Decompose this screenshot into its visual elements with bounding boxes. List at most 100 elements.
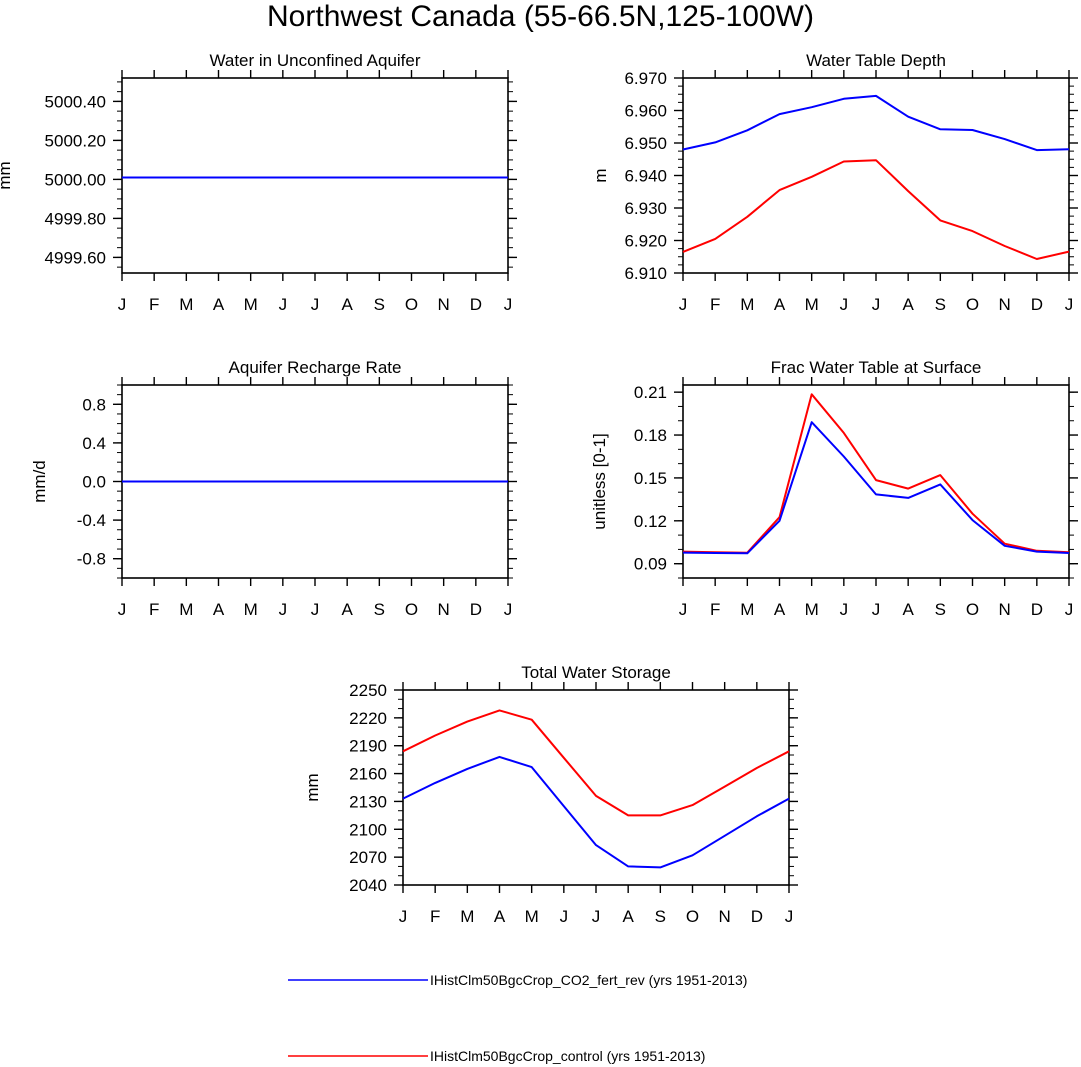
x-tick-label: F <box>149 600 159 619</box>
y-tick-label: 5000.40 <box>45 92 106 111</box>
series-line <box>682 421 1070 555</box>
x-tick-label: D <box>1031 600 1043 619</box>
y-tick-label: 6.930 <box>624 199 667 218</box>
x-tick-label: J <box>279 600 288 619</box>
x-tick-label: A <box>341 295 353 314</box>
y-tick-label: 6.940 <box>624 167 667 186</box>
y-tick-label: -0.4 <box>77 511 106 530</box>
x-tick-label: M <box>740 600 754 619</box>
y-tick-label: 6.970 <box>624 69 667 88</box>
legend-label-control: IHistClm50BgcCrop_control (yrs 1951-2013… <box>430 1048 705 1064</box>
y-tick-label: 4999.80 <box>45 209 106 228</box>
series-line <box>402 709 790 817</box>
y-tick-label: 0.09 <box>634 555 667 574</box>
panel-title: Water in Unconfined Aquifer <box>209 51 420 70</box>
plot-frame <box>121 77 509 274</box>
y-axis-label: mm <box>0 161 14 189</box>
x-tick-label: A <box>213 295 225 314</box>
series-line <box>682 159 1070 260</box>
series-line <box>402 755 790 869</box>
y-axis-label: mm/d <box>30 460 49 503</box>
legend: IHistClm50BgcCrop_CO2_fert_rev (yrs 1951… <box>288 972 747 1064</box>
x-tick-label: J <box>118 600 127 619</box>
y-tick-label: 6.920 <box>624 232 667 251</box>
panel-title: Aquifer Recharge Rate <box>229 358 402 377</box>
x-tick-label: J <box>840 600 849 619</box>
y-tick-label: 2190 <box>349 737 387 756</box>
x-tick-label: J <box>679 295 688 314</box>
y-tick-label: 2220 <box>349 709 387 728</box>
y-tick-label: 0.21 <box>634 383 667 402</box>
x-tick-label: J <box>504 600 513 619</box>
x-tick-label: J <box>1065 295 1074 314</box>
y-tick-label: 2160 <box>349 765 387 784</box>
x-tick-label: S <box>374 600 385 619</box>
x-tick-label: J <box>785 907 794 926</box>
x-tick-label: J <box>118 295 127 314</box>
x-tick-label: D <box>751 907 763 926</box>
x-tick-label: O <box>686 907 699 926</box>
x-tick-label: S <box>374 295 385 314</box>
x-tick-label: N <box>999 295 1011 314</box>
y-tick-label: 0.18 <box>634 426 667 445</box>
y-tick-label: 2100 <box>349 820 387 839</box>
plot-frame <box>402 689 790 886</box>
legend-label-co2-fert: IHistClm50BgcCrop_CO2_fert_rev (yrs 1951… <box>430 972 747 988</box>
plot-frame <box>682 384 1070 579</box>
x-tick-label: J <box>679 600 688 619</box>
x-tick-label: A <box>494 907 506 926</box>
panel-title: Frac Water Table at Surface <box>771 358 982 377</box>
y-axis-label: m <box>591 168 610 182</box>
y-tick-label: 2070 <box>349 848 387 867</box>
y-tick-label: 4999.60 <box>45 248 106 267</box>
y-tick-label: 0.8 <box>82 395 106 414</box>
x-tick-label: J <box>504 295 513 314</box>
x-tick-label: O <box>966 600 979 619</box>
x-tick-label: J <box>399 907 408 926</box>
panel-title: Water Table Depth <box>806 51 946 70</box>
x-tick-label: A <box>774 600 786 619</box>
x-tick-label: M <box>244 295 258 314</box>
y-tick-label: 2250 <box>349 681 387 700</box>
y-tick-label: -0.8 <box>77 550 106 569</box>
x-tick-label: J <box>311 600 320 619</box>
y-tick-label: 6.910 <box>624 264 667 283</box>
x-tick-label: A <box>622 907 634 926</box>
x-tick-label: A <box>213 600 225 619</box>
x-tick-label: M <box>179 600 193 619</box>
x-tick-label: D <box>1031 295 1043 314</box>
x-tick-label: M <box>179 295 193 314</box>
x-tick-label: D <box>470 295 482 314</box>
x-tick-label: N <box>719 907 731 926</box>
y-tick-label: 0.15 <box>634 469 667 488</box>
x-tick-label: A <box>902 295 914 314</box>
x-tick-label: F <box>149 295 159 314</box>
y-tick-label: 5000.00 <box>45 170 106 189</box>
x-tick-label: S <box>655 907 666 926</box>
x-tick-label: S <box>935 295 946 314</box>
x-tick-label: J <box>560 907 569 926</box>
x-tick-label: N <box>999 600 1011 619</box>
x-tick-label: M <box>740 295 754 314</box>
x-tick-label: O <box>966 295 979 314</box>
x-tick-label: N <box>438 600 450 619</box>
y-tick-label: 2130 <box>349 792 387 811</box>
x-tick-label: J <box>592 907 601 926</box>
x-tick-label: J <box>840 295 849 314</box>
y-axis-label: mm <box>303 773 322 801</box>
series-line <box>682 393 1070 554</box>
y-tick-label: 6.950 <box>624 134 667 153</box>
x-tick-label: M <box>805 295 819 314</box>
x-tick-label: N <box>438 295 450 314</box>
y-axis-label: unitless [0-1] <box>590 433 609 529</box>
x-tick-label: F <box>710 295 720 314</box>
panel-title: Total Water Storage <box>521 663 671 682</box>
plot-frame <box>682 77 1070 274</box>
x-tick-label: A <box>774 295 786 314</box>
y-tick-label: 6.960 <box>624 102 667 121</box>
